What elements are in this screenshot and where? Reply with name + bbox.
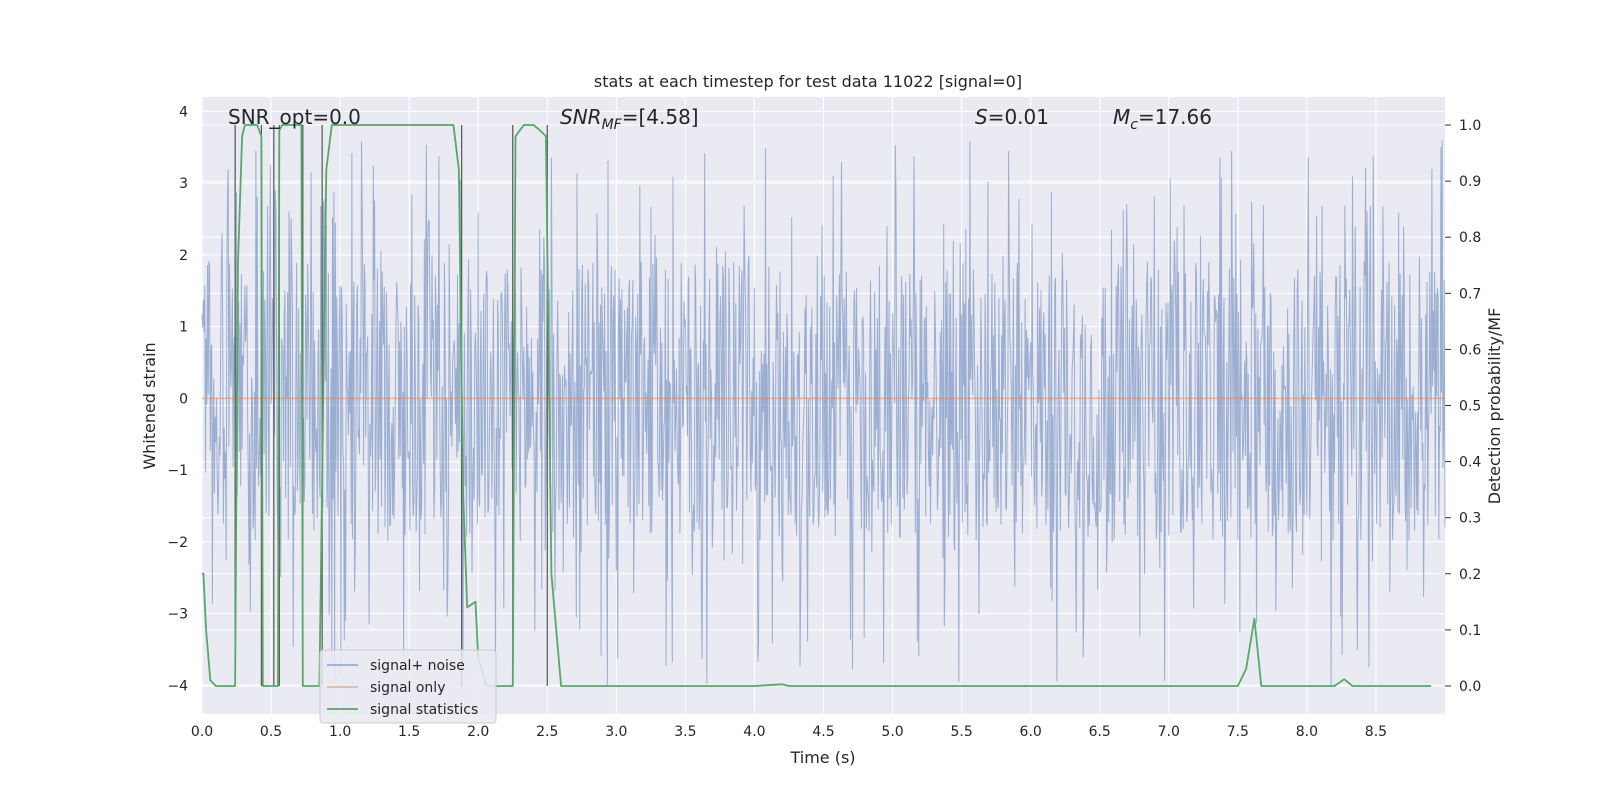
annotation-s-value: =0.01 — [988, 105, 1049, 129]
legend-label-statistics: signal statistics — [370, 702, 478, 718]
annotation-snr-mf-symbol: SNR — [560, 105, 602, 129]
annotation-snr-opt: SNR_opt=0.0 — [228, 105, 361, 129]
x-tick-label: 2.0 — [467, 724, 489, 740]
y-left-axis-ticks: −4 −3 −2 −1 0 1 2 3 4 — [167, 104, 188, 694]
y-left-tick-label: −3 — [167, 607, 188, 623]
y-left-tick-label: −4 — [167, 678, 188, 694]
y-left-tick-label: 1 — [179, 320, 188, 336]
annotation-snr-mf: SNRMF=[4.58] — [560, 105, 699, 133]
y-left-tick-label: −2 — [167, 535, 188, 551]
y-right-tick-label: 0.2 — [1459, 567, 1481, 583]
legend-label-noise: signal+ noise — [370, 658, 465, 674]
annotation-s: S=0.01 — [975, 105, 1049, 129]
chart-title: stats at each timestep for test data 110… — [594, 72, 1022, 91]
y-right-tick-label: 0.9 — [1459, 174, 1481, 190]
y-right-tick-label: 0.3 — [1459, 511, 1481, 527]
x-tick-label: 7.5 — [1227, 724, 1249, 740]
y-right-tick-label: 0.8 — [1459, 230, 1481, 246]
x-tick-label: 3.0 — [605, 724, 627, 740]
legend-label-signal: signal only — [370, 680, 445, 696]
x-tick-label: 2.5 — [536, 724, 558, 740]
y-right-axis-label: Detection probability/MF — [1485, 308, 1504, 505]
y-right-tick-label: 0.4 — [1459, 455, 1481, 471]
x-tick-label: 8.0 — [1296, 724, 1318, 740]
x-tick-label: 1.0 — [329, 724, 351, 740]
x-tick-label: 4.0 — [743, 724, 765, 740]
y-left-tick-label: 2 — [179, 248, 188, 264]
x-tick-label: 6.5 — [1089, 724, 1111, 740]
annotation-mc-symbol: M — [1113, 105, 1130, 129]
annotation-mc-value: =17.66 — [1138, 105, 1212, 129]
annotation-s-symbol: S — [975, 105, 988, 129]
x-tick-label: 8.5 — [1365, 724, 1387, 740]
x-tick-label: 7.0 — [1158, 724, 1180, 740]
x-tick-label: 5.0 — [881, 724, 903, 740]
y-left-tick-label: 3 — [179, 176, 188, 192]
signal-statistics-path — [202, 124, 1432, 687]
x-tick-label: 6.0 — [1020, 724, 1042, 740]
signal-statistics-trace — [202, 124, 1432, 687]
x-axis-label: Time (s) — [789, 748, 855, 767]
y-left-tick-label: −1 — [167, 463, 188, 479]
noise-trace — [201, 140, 1446, 686]
x-tick-label: 5.5 — [950, 724, 972, 740]
annotation-mc: Mc=17.66 — [1113, 105, 1212, 133]
x-tick-label: 0.0 — [191, 724, 213, 740]
x-tick-label: 4.5 — [812, 724, 834, 740]
x-axis-ticks: 0.0 0.5 1.0 1.5 2.0 2.5 3.0 3.5 4.0 4.5 5.0 5.5 6.0 6… — [191, 724, 1387, 740]
legend: signal+ noise signal only signal statist… — [319, 649, 497, 724]
y-right-tick-label: 0.1 — [1459, 623, 1481, 639]
y-right-tick-label: 0.0 — [1459, 679, 1481, 695]
y-right-tick-label: 0.5 — [1459, 399, 1481, 415]
legend-box — [319, 649, 497, 724]
x-tick-label: 0.5 — [260, 724, 282, 740]
y-right-tick-label: 0.6 — [1459, 342, 1481, 358]
y-right-tick-label: 1.0 — [1459, 118, 1481, 134]
y-left-tick-label: 0 — [179, 391, 188, 407]
y-right-axis-ticks: 0.0 0.1 0.2 0.3 0.4 0.5 0.6 0.7 0.8 0.9 1.0 — [1445, 118, 1481, 695]
annotation-snr-mf-subscript: MF — [602, 117, 623, 133]
y-right-tick-label: 0.7 — [1459, 286, 1481, 302]
y-left-tick-label: 4 — [179, 104, 188, 120]
noise-trace-path — [201, 140, 1446, 686]
annotation-snr-mf-value: =[4.58] — [622, 105, 699, 129]
x-tick-label: 1.5 — [398, 724, 420, 740]
x-tick-label: 3.5 — [674, 724, 696, 740]
y-left-axis-label: Whitened strain — [140, 342, 159, 469]
annotation-mc-subscript: c — [1130, 117, 1138, 133]
